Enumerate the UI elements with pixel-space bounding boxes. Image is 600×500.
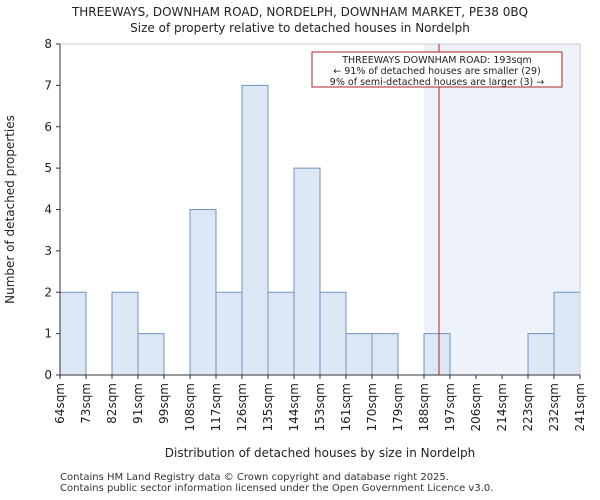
bar-64sqm (59, 291, 87, 376)
y-tick-label: 2 (44, 285, 52, 299)
bar-117sqm (215, 291, 243, 376)
footer-line-2: Contains public sector information licen… (60, 483, 494, 494)
bar-223sqm (527, 333, 555, 376)
bar-chart: 0 1 2 3 4 5 6 7 8 64sqm 73sqm 82sqm 91sqm 99sqm 108sq… (3, 37, 587, 460)
x-tick-label: 170sqm (365, 383, 379, 431)
x-tick-label: 241sqm (573, 383, 587, 431)
annotation-line-3: 9% of semi-detached houses are larger (3… (330, 77, 544, 88)
x-tick-label: 64sqm (53, 383, 67, 424)
bar-188sqm (423, 333, 451, 376)
x-tick-label: 179sqm (391, 383, 405, 431)
annotation-frame (311, 51, 563, 88)
bar-91sqm (137, 333, 165, 376)
bar-144sqm (293, 167, 321, 376)
chart-title: THREEWAYS, DOWNHAM ROAD, NORDELPH, DOWNH… (71, 5, 529, 19)
x-axis-label: Distribution of detached houses by size … (165, 446, 476, 460)
bar-153sqm (319, 291, 347, 376)
x-tick-label: 117sqm (209, 383, 223, 431)
x-tick-label: 197sqm (443, 383, 457, 431)
y-tick-label: 1 (44, 327, 52, 341)
bar-82sqm (111, 291, 139, 376)
y-tick-label: 8 (44, 37, 52, 51)
x-tick-label: 214sqm (495, 383, 509, 431)
y-tick-label: 7 (44, 78, 52, 92)
bar-135sqm (267, 291, 295, 376)
x-tick-label: 232sqm (547, 383, 561, 431)
bar-161sqm (345, 333, 373, 376)
x-tick-label: 206sqm (469, 383, 483, 431)
x-tick-label: 91sqm (131, 383, 145, 424)
y-tick-label: 4 (44, 203, 52, 217)
y-tick-label: 3 (44, 244, 52, 258)
x-tick-label: 82sqm (105, 383, 119, 424)
annotation-line-2: ← 91% of detached houses are smaller (29… (333, 66, 540, 77)
annotation-box: THREEWAYS DOWNHAM ROAD: 193sqm← 91% of d… (311, 51, 563, 88)
y-axis-label: Number of detached properties (3, 115, 17, 304)
x-tick-label: 188sqm (417, 383, 431, 431)
chart-subtitle: Size of property relative to detached ho… (130, 21, 470, 35)
bar-108sqm (189, 209, 217, 376)
y-tick-label: 0 (44, 368, 52, 382)
x-tick-label: 161sqm (339, 383, 353, 431)
chart-title-block: THREEWAYS, DOWNHAM ROAD, NORDELPH, DOWNH… (0, 4, 600, 36)
y-tick-label: 6 (44, 120, 52, 134)
bar-126sqm (241, 84, 269, 376)
footer: Contains HM Land Registry data © Crown c… (60, 472, 493, 494)
x-tick-label: 144sqm (287, 383, 301, 431)
x-tick-label: 126sqm (235, 383, 249, 431)
bar-232sqm (553, 291, 581, 376)
x-tick-label: 73sqm (79, 383, 93, 424)
x-tick-label: 99sqm (157, 383, 171, 424)
x-tick-label: 223sqm (521, 383, 535, 431)
footer-line-1: Contains HM Land Registry data © Crown c… (60, 472, 449, 483)
x-tick-label: 108sqm (183, 383, 197, 431)
bar-170sqm (371, 333, 399, 376)
x-tick-label: 135sqm (261, 383, 275, 431)
annotation-line-1: THREEWAYS DOWNHAM ROAD: 193sqm (341, 55, 532, 66)
y-tick-label: 5 (44, 161, 52, 175)
x-tick-label: 153sqm (313, 383, 327, 431)
